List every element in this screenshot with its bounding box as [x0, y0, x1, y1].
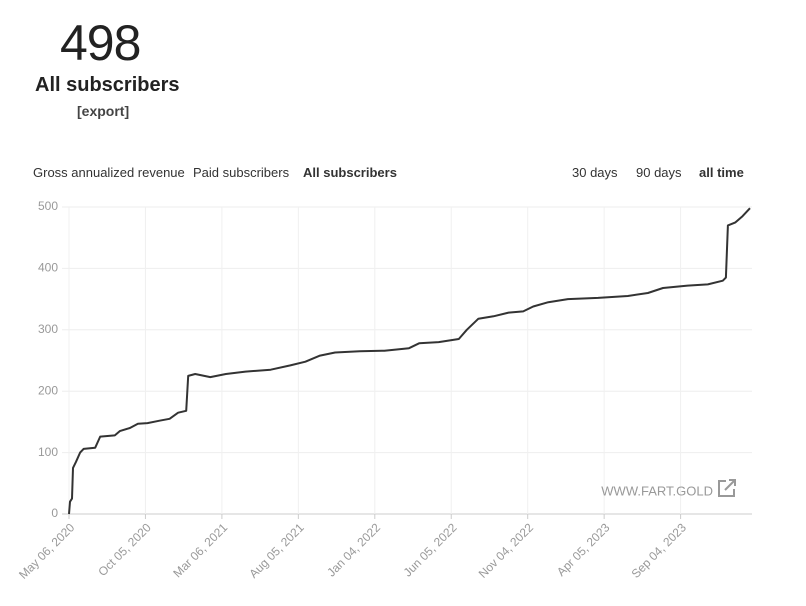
- plot: 0 100 200 300 400 500 May 06, 2020 Oct 05, 2020…: [16, 199, 752, 582]
- metric-tab[interactable]: All subscribers: [303, 165, 397, 180]
- x-tick-label: Apr 05, 2023: [554, 520, 613, 579]
- x-tick-label: Oct 05, 2020: [95, 520, 154, 579]
- metric-tab[interactable]: Gross annualized revenue: [33, 165, 185, 180]
- y-tick-label: 500: [38, 199, 58, 213]
- y-tick-label: 400: [38, 261, 58, 275]
- x-tick-label: Nov 04, 2022: [476, 520, 537, 581]
- range-tab[interactable]: 30 days: [572, 165, 618, 180]
- x-tick-label: Sep 04, 2023: [629, 520, 690, 581]
- y-tick-label: 200: [38, 383, 58, 397]
- y-tick-label: 0: [51, 506, 58, 520]
- watermark[interactable]: WWW.FART.GOLD: [601, 483, 713, 498]
- x-tick-label: Jan 04, 2022: [324, 520, 383, 579]
- data-line: [68, 207, 751, 515]
- x-tick-label: May 06, 2020: [16, 520, 78, 582]
- y-tick-label: 300: [38, 322, 58, 336]
- y-tick-label: 100: [38, 445, 58, 459]
- subscriber-count: 498: [60, 15, 141, 71]
- range-tab[interactable]: all time: [699, 165, 744, 180]
- x-tick-label: Mar 06, 2021: [170, 520, 230, 580]
- external-link-icon[interactable]: [718, 479, 736, 497]
- x-tick-label: Jun 05, 2022: [401, 520, 460, 579]
- heading: All subscribers: [35, 74, 180, 96]
- export-link[interactable]: [export]: [77, 103, 130, 119]
- metric-tab[interactable]: Paid subscribers: [193, 165, 290, 180]
- x-tick-label: Aug 05, 2021: [246, 520, 307, 581]
- range-tab[interactable]: 90 days: [636, 165, 682, 180]
